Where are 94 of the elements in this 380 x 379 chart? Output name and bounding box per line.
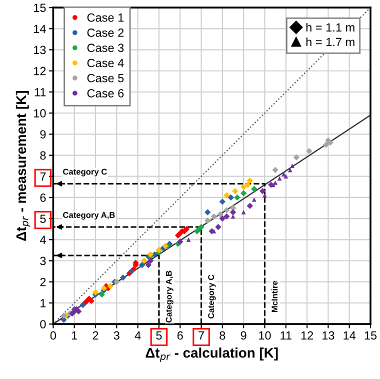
point bbox=[306, 148, 312, 154]
point bbox=[262, 193, 267, 198]
point bbox=[284, 174, 288, 179]
point bbox=[217, 211, 224, 218]
point bbox=[288, 168, 292, 172]
point bbox=[107, 282, 114, 290]
point bbox=[290, 164, 294, 168]
x-tick-label: 4 bbox=[134, 331, 141, 340]
legend-label: Case 3 bbox=[87, 44, 124, 52]
point bbox=[120, 274, 126, 281]
legend-label: Case 6 bbox=[87, 89, 124, 98]
point bbox=[138, 262, 146, 268]
x-tick-label: 2 bbox=[92, 331, 98, 340]
y-tick-label: 6 bbox=[40, 193, 46, 202]
point bbox=[252, 197, 256, 202]
point bbox=[246, 202, 254, 210]
x-tick-label: 9 bbox=[240, 331, 246, 340]
point bbox=[277, 176, 282, 181]
point bbox=[219, 215, 226, 222]
point bbox=[244, 182, 251, 188]
y-tick-label: 15 bbox=[34, 4, 46, 12]
x-tick-label: 0 bbox=[50, 331, 56, 340]
point bbox=[260, 188, 266, 194]
point bbox=[224, 207, 230, 214]
legend-label: Case 4 bbox=[87, 58, 124, 68]
point bbox=[293, 154, 300, 160]
point bbox=[240, 190, 247, 196]
point bbox=[272, 166, 278, 174]
y-tick-label: 12 bbox=[34, 66, 46, 76]
point bbox=[80, 302, 86, 308]
y-tick-label: 14 bbox=[34, 24, 46, 33]
x-tick-label: 8 bbox=[220, 331, 226, 340]
legend-label: Case 1 bbox=[87, 13, 124, 22]
point bbox=[147, 258, 154, 264]
point bbox=[141, 258, 148, 264]
point bbox=[234, 194, 240, 201]
y-tick-label: 9 bbox=[40, 130, 46, 139]
point bbox=[219, 198, 226, 205]
point bbox=[145, 262, 152, 268]
y-tick-label: 8 bbox=[40, 151, 46, 160]
point bbox=[273, 180, 278, 185]
annotation: h = 1.1 m bbox=[306, 22, 354, 32]
point bbox=[186, 237, 191, 242]
point bbox=[251, 186, 258, 192]
point bbox=[240, 184, 247, 190]
y-tick-label: 2 bbox=[40, 278, 46, 286]
x-tick-label: 12 bbox=[301, 331, 314, 340]
x-tick-label: 10 bbox=[259, 331, 271, 340]
legend-label: Case 2 bbox=[87, 28, 124, 37]
x-tick-label: 3 bbox=[114, 331, 120, 340]
y-tick-label: 3 bbox=[40, 256, 46, 266]
legend-label: Case 5 bbox=[87, 74, 124, 82]
x-tick-label: 1 bbox=[72, 331, 78, 340]
x-tick-label: 7 bbox=[198, 331, 204, 340]
y-tick-label: 5 bbox=[40, 214, 46, 223]
point bbox=[322, 142, 330, 148]
y-tick-label: 0 bbox=[40, 320, 46, 328]
x-tick-label: 14 bbox=[344, 331, 356, 340]
y-tick-label: 1 bbox=[40, 299, 46, 308]
point bbox=[204, 209, 211, 216]
y-tick-label: 4 bbox=[40, 236, 46, 244]
point bbox=[282, 172, 286, 176]
point bbox=[98, 291, 105, 298]
point bbox=[204, 218, 211, 224]
point bbox=[198, 224, 204, 230]
y-axis-title: Δt$_{pr}$ - measurement [K] bbox=[16, 91, 30, 241]
annotation: Category C bbox=[208, 274, 216, 318]
y-tick-label: 7 bbox=[40, 172, 46, 181]
point bbox=[210, 213, 218, 220]
annotation: Category A,B bbox=[63, 212, 115, 220]
point bbox=[230, 209, 236, 216]
annotation: Category C bbox=[63, 168, 107, 176]
point bbox=[224, 192, 230, 198]
annotation: McIntire bbox=[271, 280, 278, 312]
annotation: h = 1.7 m bbox=[306, 38, 354, 46]
point bbox=[228, 194, 234, 201]
point bbox=[327, 140, 334, 146]
point bbox=[177, 238, 184, 245]
x-tick-label: 13 bbox=[322, 331, 334, 340]
point bbox=[224, 213, 230, 220]
point bbox=[183, 226, 190, 232]
x-tick-label: 5 bbox=[156, 331, 162, 340]
point bbox=[246, 177, 254, 184]
y-tick-label: 11 bbox=[34, 88, 46, 96]
y-tick-label: 13 bbox=[34, 46, 46, 54]
x-axis-title: Δt$_{pr}$ - calculation [K] bbox=[146, 348, 278, 362]
x-tick-label: 11 bbox=[280, 331, 292, 340]
x-tick-label: 6 bbox=[177, 331, 183, 340]
x-tick-label: 15 bbox=[364, 331, 377, 340]
point bbox=[241, 210, 246, 214]
point bbox=[232, 188, 238, 194]
annotation: Category A,B bbox=[166, 270, 174, 323]
y-tick-label: 10 bbox=[34, 109, 46, 118]
point bbox=[215, 224, 222, 230]
